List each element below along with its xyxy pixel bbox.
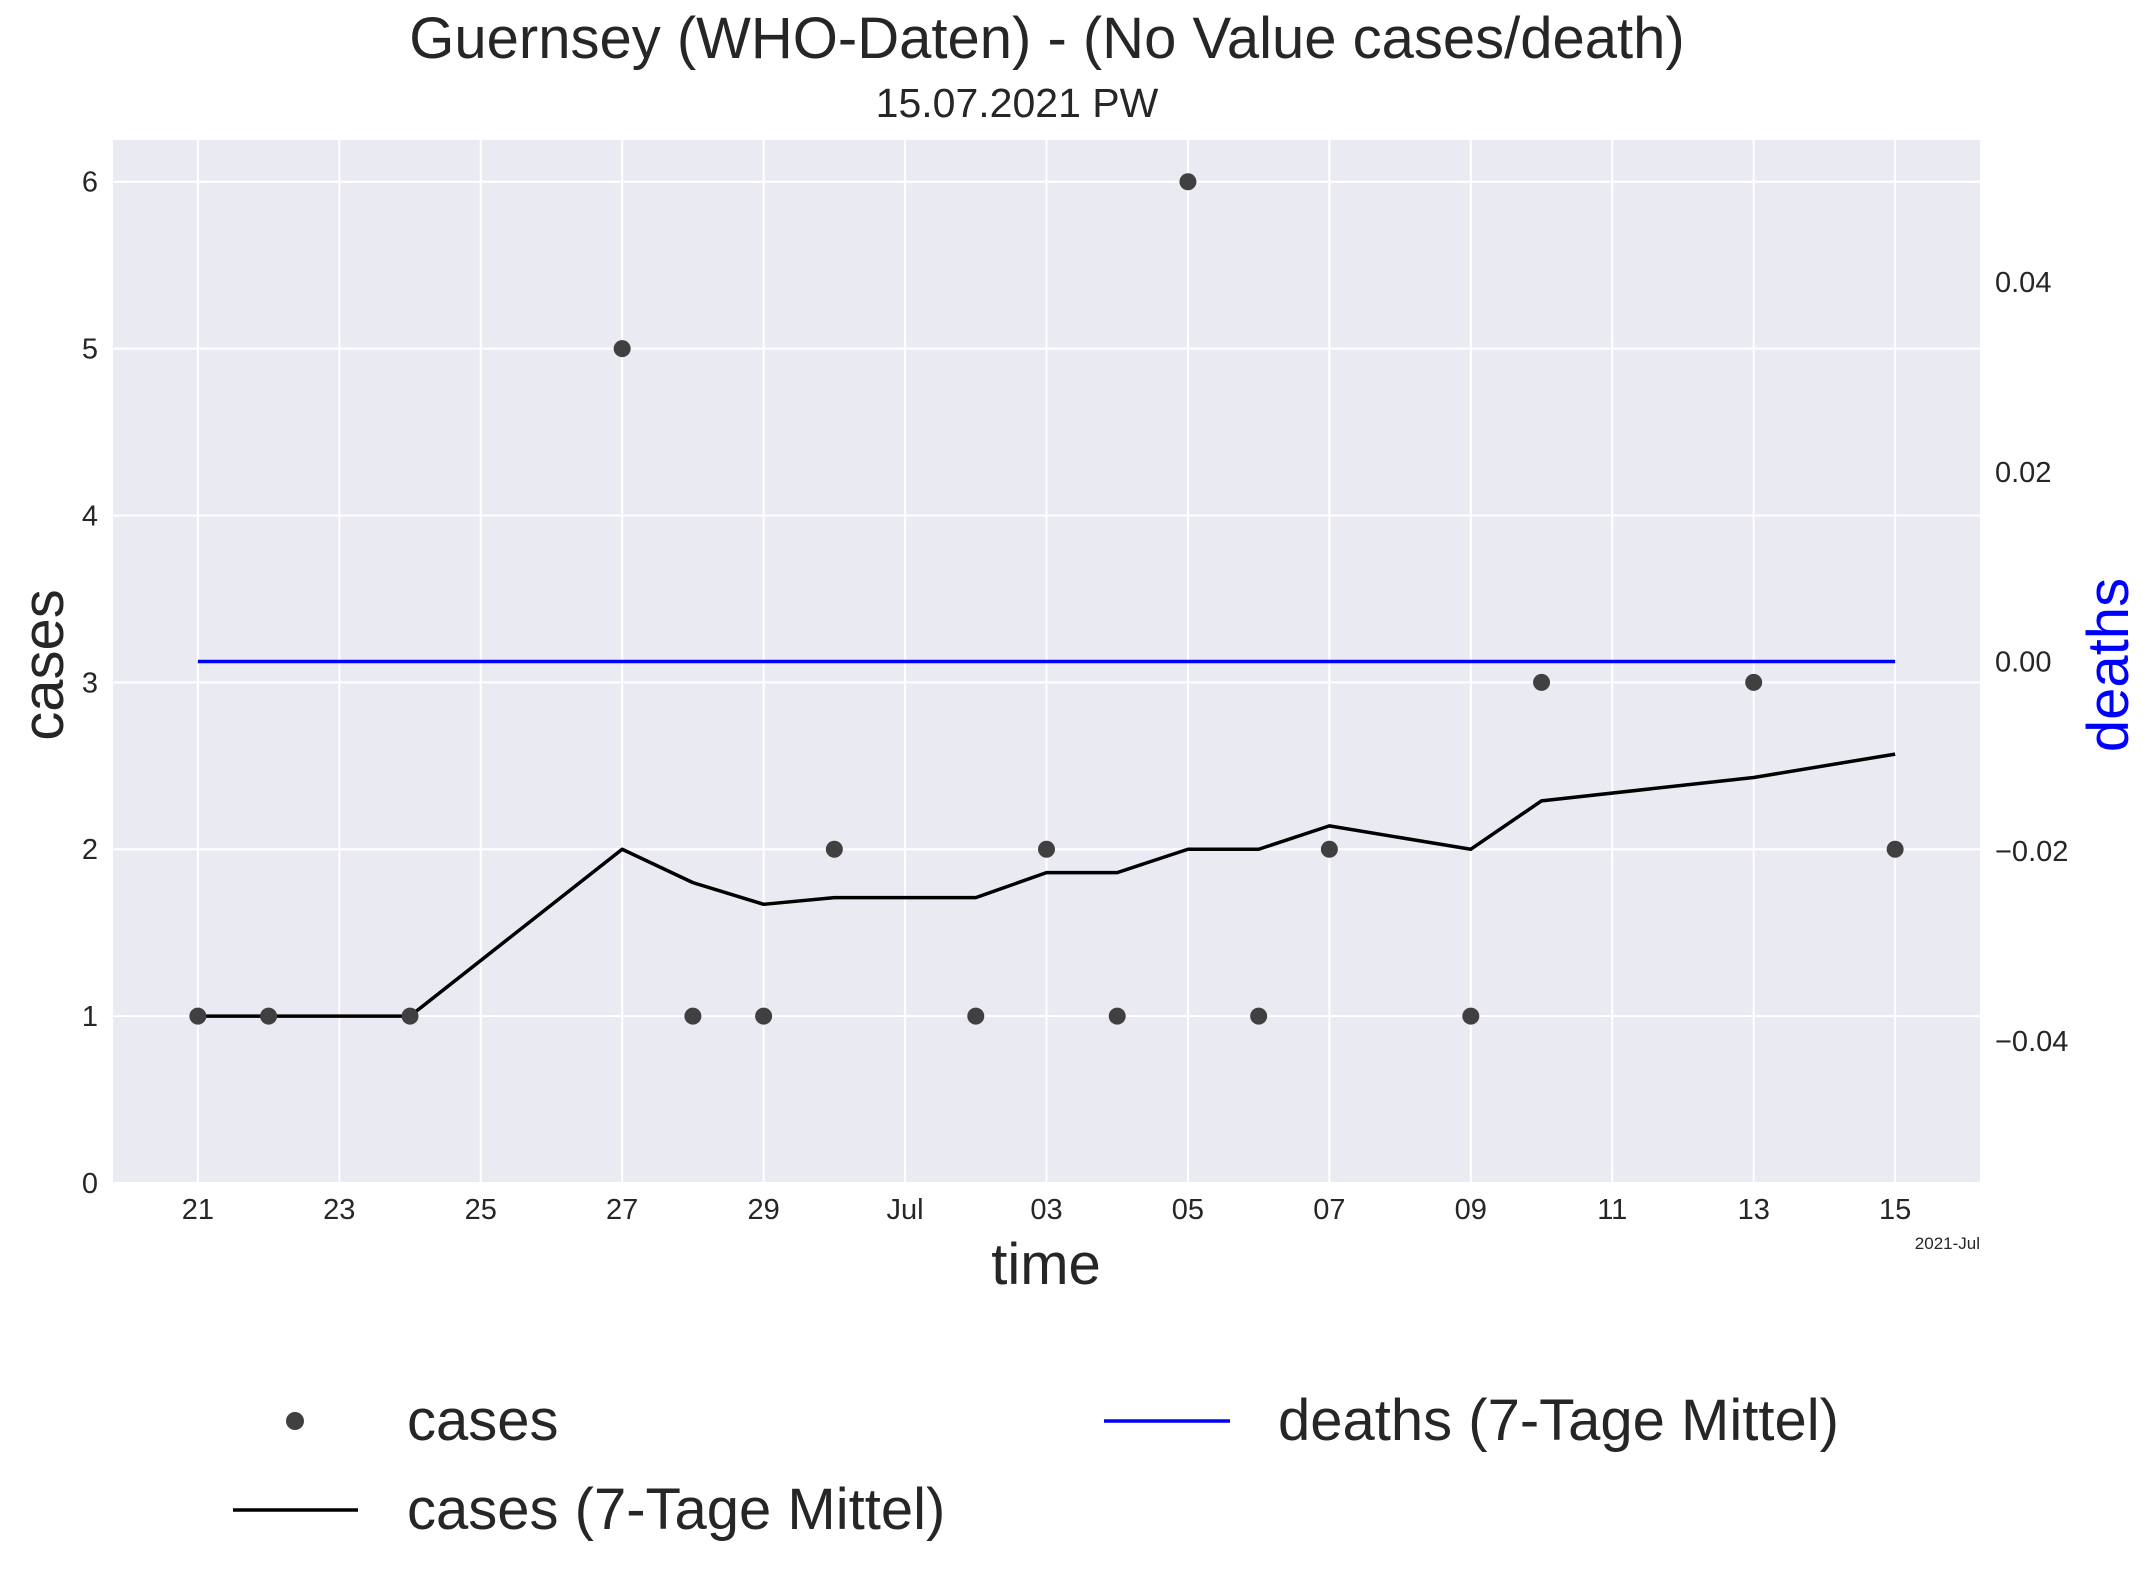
y-tick-label: 0: [82, 1168, 98, 1200]
x-tick-label: 21: [182, 1194, 214, 1226]
chart-title: Guernsey (WHO-Daten) - (No Value cases/d…: [409, 6, 1684, 71]
cases-point: [613, 340, 631, 358]
cases-series: [189, 173, 1904, 1025]
y-axis-label: cases: [11, 589, 76, 741]
y2-tick-label: −0.04: [1995, 1026, 2068, 1058]
cases-point: [189, 1007, 207, 1025]
x-tick-label: 03: [1030, 1194, 1062, 1226]
cases-point: [260, 1007, 278, 1025]
x-tick-label: 11: [1597, 1194, 1627, 1226]
y-tick-label: 3: [82, 667, 98, 699]
chart-subtitle: 15.07.2021 PW: [876, 80, 1159, 126]
legend-cases-avg-label: cases (7-Tage Mittel): [407, 1477, 945, 1542]
cases-point: [1533, 673, 1551, 691]
cases-point: [1886, 840, 1904, 858]
cases-point: [1745, 673, 1763, 691]
legend-cases-marker: [286, 1412, 304, 1430]
legend: cases cases (7-Tage Mittel) deaths (7-Ta…: [233, 1388, 1839, 1542]
cases-point: [1108, 1007, 1126, 1025]
cases-point: [755, 1007, 773, 1025]
y-tick-label: 6: [82, 167, 98, 199]
cases-point: [967, 1007, 985, 1025]
x-tick-label: Jul: [887, 1194, 924, 1226]
cases-point: [1462, 1007, 1480, 1025]
x-tick-label: 13: [1738, 1194, 1770, 1226]
y-tick-label: 2: [82, 834, 98, 866]
x-tick-label: 05: [1172, 1194, 1204, 1226]
x-tick-label: 07: [1313, 1194, 1345, 1226]
x-offset-label: 2021-Jul: [1915, 1234, 1980, 1253]
x-tick-label: 23: [323, 1194, 355, 1226]
cases-point: [684, 1007, 702, 1025]
x-tick-label: 29: [747, 1194, 779, 1226]
legend-cases-label: cases: [407, 1388, 559, 1453]
x-tick-label: 27: [606, 1194, 638, 1226]
x-axis-label: time: [991, 1232, 1101, 1297]
cases-point: [401, 1007, 419, 1025]
x-tick-label: 15: [1879, 1194, 1911, 1226]
x-tick-label: 25: [465, 1194, 497, 1226]
y-axis-ticks: 0 1 2 3 4 5 6: [82, 167, 98, 1200]
y2-axis-label: deaths: [2076, 578, 2141, 752]
cases-point: [1320, 840, 1338, 858]
y2-tick-label: 0.04: [1995, 267, 2051, 299]
cases-point: [1038, 840, 1055, 858]
cases-point: [825, 840, 843, 858]
y-tick-label: 4: [82, 500, 98, 532]
cases-avg-line: [197, 752, 1896, 1018]
x-tick-label: 09: [1455, 1194, 1487, 1226]
y2-axis-ticks: 0.04 0.02 0.00 −0.02 −0.04: [1995, 267, 2068, 1058]
y2-tick-label: 0.00: [1995, 647, 2051, 679]
y-tick-label: 5: [82, 334, 98, 366]
y2-tick-label: 0.02: [1995, 457, 2051, 489]
x-axis-ticks: 21 23 25 27 29 Jul 03 05 07 09 11 13 15: [182, 1194, 1912, 1226]
y2-tick-label: −0.02: [1995, 836, 2068, 868]
cases-point: [1179, 173, 1197, 191]
cases-avg-series: [197, 752, 1896, 1018]
y-tick-label: 1: [82, 1001, 98, 1033]
cases-point: [1250, 1007, 1268, 1025]
legend-deaths-avg-label: deaths (7-Tage Mittel): [1278, 1388, 1839, 1453]
